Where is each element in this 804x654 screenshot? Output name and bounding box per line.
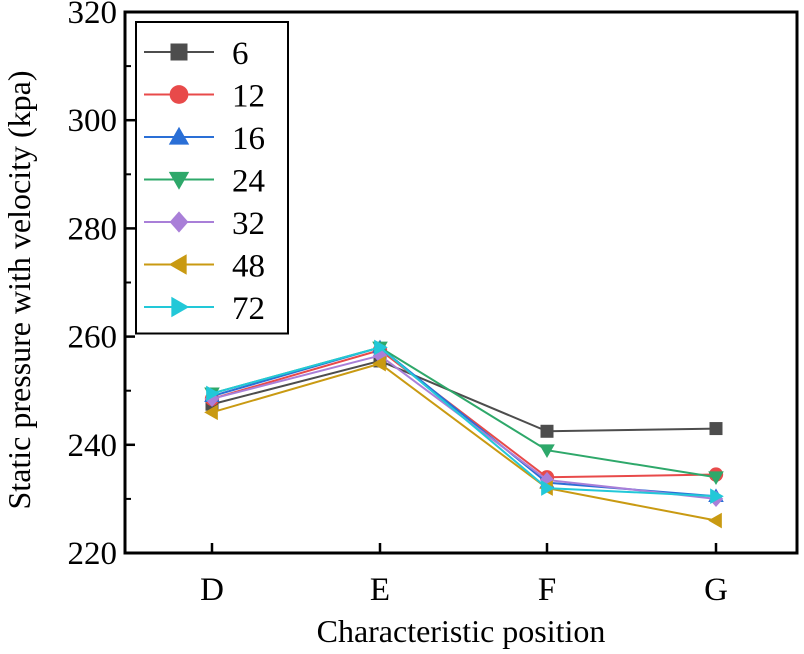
data-point: [708, 471, 724, 486]
series-line: [211, 359, 717, 433]
legend-label: 24: [232, 164, 265, 200]
legend-marker: [168, 254, 187, 275]
series-line: [211, 349, 717, 479]
legend-marker: [168, 171, 190, 190]
legend-box: [135, 21, 289, 335]
y-tick-label: 280: [68, 211, 118, 247]
y-tick-label: 260: [68, 320, 118, 356]
data-point: [204, 404, 218, 421]
series-line: [211, 362, 717, 522]
data-point: [539, 444, 555, 459]
legend-entry: 12: [144, 79, 265, 115]
data-point: [206, 385, 220, 402]
legend-marker: [171, 296, 190, 318]
series-line: [211, 346, 717, 498]
legend-entry: 24: [144, 164, 265, 200]
data-point: [709, 422, 723, 436]
legend-marker: [168, 126, 190, 145]
data-point: [372, 347, 388, 364]
x-tick-label: D: [200, 572, 224, 608]
y-tick-label: 320: [68, 0, 118, 31]
legend-entry: 6: [144, 36, 249, 72]
y-tick-label: 220: [68, 536, 118, 572]
data-point: [708, 512, 722, 529]
legend-marker: [169, 85, 189, 104]
legend-label: 48: [232, 249, 265, 285]
x-tick-label: G: [704, 572, 728, 608]
legend: 6 12 16 24 32 48 72: [135, 21, 289, 335]
legend-entry: 32: [144, 206, 265, 242]
data-point: [541, 480, 555, 496]
data-point: [540, 424, 554, 438]
legend-entry: 48: [144, 249, 265, 285]
data-point: [710, 488, 724, 504]
legend-marker: [170, 43, 188, 61]
series-12: [204, 342, 724, 485]
legend-entry: 72: [144, 291, 265, 327]
legend-label: 32: [232, 206, 265, 242]
series-layer: [204, 339, 724, 529]
x-axis-label: Characteristic position: [317, 613, 606, 649]
series-line: [211, 346, 717, 498]
axes: 220 240 260 280 300 320 D E F G: [68, 0, 799, 608]
y-axis-label: Static pressure with velocity (kpa): [1, 71, 37, 510]
legend-label: 72: [232, 291, 265, 327]
y-tick-label: 240: [68, 428, 118, 464]
data-point: [374, 339, 388, 356]
legend-label: 12: [232, 79, 265, 115]
data-point: [372, 355, 386, 372]
legend-entry: 16: [144, 121, 265, 157]
x-tick-label: F: [538, 572, 556, 608]
series-line: [211, 346, 717, 479]
legend-label: 6: [232, 36, 249, 72]
series-72: [206, 339, 724, 504]
y-tick-label: 300: [68, 103, 118, 139]
legend-marker: [169, 211, 189, 233]
series-16: [204, 339, 724, 503]
x-tick-label: E: [370, 572, 390, 608]
legend-label: 16: [232, 121, 265, 157]
